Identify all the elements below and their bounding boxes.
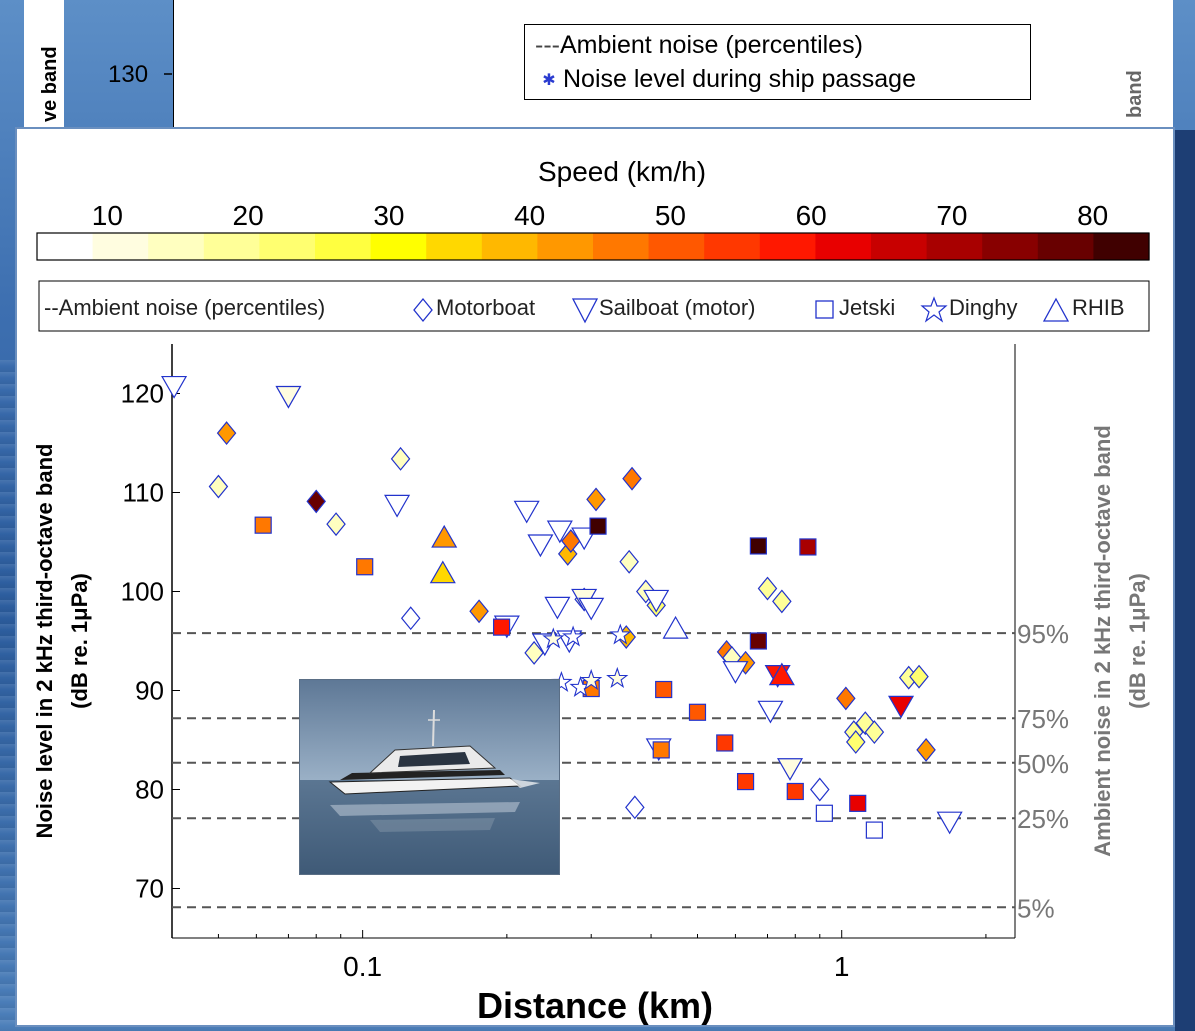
background-legend-dash: --- (535, 31, 560, 59)
colorbar-cell (593, 233, 649, 260)
background-legend-ship-label: Noise level during ship passage (563, 65, 916, 93)
background-plot-area: ---Ambient noise (percentiles) ✱ Noise le… (173, 0, 1045, 130)
colorbar-cell (871, 233, 927, 260)
background-chart: ve band 130 ---Ambient noise (percentile… (0, 0, 1195, 130)
motorboat-photo-svg (300, 680, 559, 874)
jetski-marker (800, 539, 816, 555)
background-tick-130: 130 (108, 61, 148, 88)
jetski-marker (750, 538, 766, 554)
jetski-marker (653, 742, 669, 758)
colorbar-cell (927, 233, 983, 260)
y-tick-label: 110 (123, 478, 164, 508)
colorbar-cell (760, 233, 816, 260)
background-ylabel-text: ve band (39, 46, 61, 122)
colorbar-title: Speed (km/h) (538, 156, 706, 187)
legend-dinghy-label: Dinghy (949, 295, 1017, 320)
background-ylabel-area: ve band (24, 0, 64, 130)
jetski-marker (494, 619, 510, 635)
colorbar-cell (37, 233, 93, 260)
background-right-strip: band (1043, 0, 1173, 130)
ambient-percentile-label: 95% (1017, 619, 1069, 649)
y-tick-label: 90 (135, 676, 164, 706)
motorboat-photo (299, 679, 560, 875)
colorbar-cell (815, 233, 871, 260)
colorbar-tick-label: 70 (936, 200, 967, 231)
colorbar-tick-label: 80 (1077, 200, 1108, 231)
legend-motorboat-label: Motorboat (436, 295, 535, 320)
jetski-marker (850, 795, 866, 811)
colorbar-tick-label: 60 (796, 200, 827, 231)
colorbar-cell (1093, 233, 1149, 260)
colorbar-tick-label: 10 (92, 200, 123, 231)
y-axis-title: Noise level in 2 kHz third-octave band (… (32, 444, 92, 839)
main-figure: Speed (km/h) 10 20 30 40 50 60 70 80 --Ambient … (15, 127, 1175, 1027)
colorbar-cell (537, 233, 593, 260)
jetski-marker (738, 774, 754, 790)
legend-ambient-label: --Ambient noise (percentiles) (44, 295, 325, 320)
colorbar-tick-label: 30 (373, 200, 404, 231)
right-edge-strip (1175, 130, 1195, 1031)
background-right-label-text: band (1124, 70, 1146, 118)
jetski-marker (787, 783, 803, 799)
colorbar-cell (148, 233, 204, 260)
background-ylabel-svg: ve band (24, 0, 64, 130)
jetski-marker (816, 805, 832, 821)
colorbar-cell (93, 233, 149, 260)
background-legend: ---Ambient noise (percentiles) ✱ Noise le… (524, 24, 1031, 100)
y-tick-label: 80 (135, 775, 164, 805)
colorbar-cell (1038, 233, 1094, 260)
jetski-marker (717, 735, 733, 751)
y-tick-label: 70 (135, 874, 164, 904)
jetski-marker (357, 559, 373, 575)
colorbar-cell (704, 233, 760, 260)
y2-axis-title: Ambient noise in 2 kHz third-octave band… (1090, 425, 1150, 857)
x-tick-label: 0.1 (343, 951, 382, 982)
background-legend-item-ship: ✱ Noise level during ship passage (535, 65, 916, 94)
ambient-percentile-label: 50% (1017, 749, 1069, 779)
colorbar-cell (204, 233, 260, 260)
y-tick-label: 100 (121, 577, 164, 607)
y-axis-title-line1: Noise level in 2 kHz third-octave band (32, 444, 57, 839)
colorbar-cell (982, 233, 1038, 260)
y-axis-ticks: 70 80 90 100 110 120 (121, 379, 180, 904)
colorbar-tick-label: 20 (233, 200, 264, 231)
colorbar-cell (426, 233, 482, 260)
y2-axis-title-line2: (dB re. 1μPa) (1125, 573, 1150, 709)
jetski-marker (689, 704, 705, 720)
colorbar-cells (37, 233, 1150, 260)
ambient-percentile-label: 75% (1017, 704, 1069, 734)
jetski-marker (866, 822, 882, 838)
y-tick-label: 120 (121, 379, 164, 409)
legend-rhib-label: RHIB (1072, 295, 1125, 320)
main-chart-svg: Speed (km/h) 10 20 30 40 50 60 70 80 --Ambient … (17, 129, 1173, 1025)
square-icon (816, 301, 833, 318)
y2-axis-title-line1: Ambient noise in 2 kHz third-octave band (1090, 425, 1115, 857)
colorbar-tick-label: 50 (655, 200, 686, 231)
jetski-marker (255, 517, 271, 533)
colorbar-cell (371, 233, 427, 260)
x-tick-label: 1 (834, 951, 850, 982)
legend-jetski-label: Jetski (839, 295, 895, 320)
jetski-marker (590, 518, 606, 534)
jetski-marker (656, 682, 672, 698)
background-legend-ambient-label: Ambient noise (percentiles) (560, 31, 863, 59)
y-axis-title-line2: (dB re. 1μPa) (67, 573, 92, 709)
colorbar-cell (482, 233, 538, 260)
colorbar-cell (259, 233, 315, 260)
background-tick-svg: 130 (100, 50, 172, 90)
colorbar-cell (315, 233, 371, 260)
jetski-marker (750, 633, 766, 649)
x-axis-title: Distance (km) (477, 985, 713, 1025)
legend-sailboat-label: Sailboat (motor) (599, 295, 756, 320)
colorbar-tick-label: 40 (514, 200, 545, 231)
asterisk-marker-icon: ✱ (535, 70, 563, 90)
ambient-percentile-label: 25% (1017, 804, 1069, 834)
background-legend-item-ambient: ---Ambient noise (percentiles) (535, 31, 863, 60)
colorbar-cell (649, 233, 705, 260)
ambient-percentile-label: 5% (1017, 893, 1055, 923)
background-right-label-svg: band (1043, 0, 1173, 130)
